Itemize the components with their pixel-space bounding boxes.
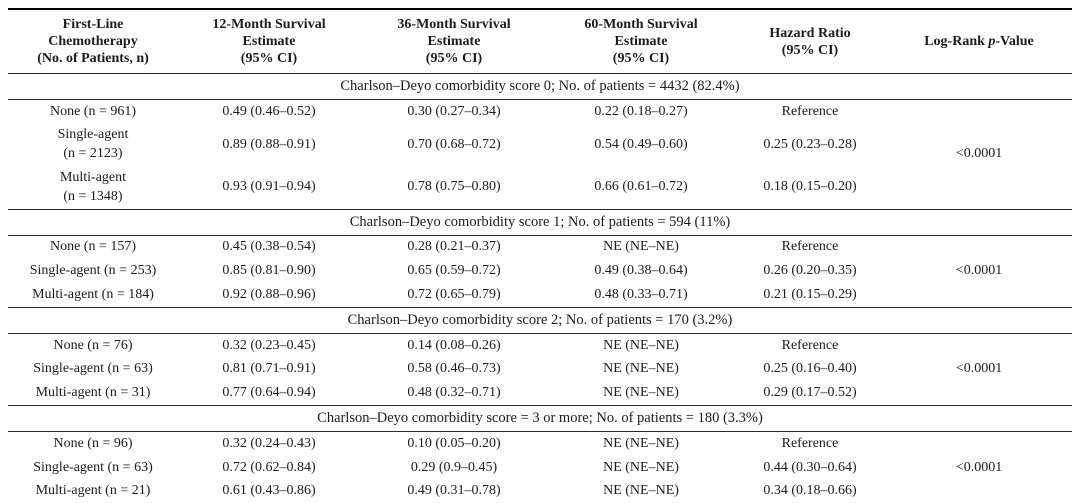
therapy-cell: Single-agent (n = 63) <box>33 459 153 475</box>
survival-36m-cell: 0.70 (0.68–0.72) <box>407 136 501 152</box>
survival-12m-cell: 0.61 (0.43–0.86) <box>222 483 316 499</box>
therapy-cell: Multi-agent (n = 184) <box>32 286 154 302</box>
log-rank-label-p-italic: p <box>988 34 996 50</box>
survival-60m-cell: 0.22 (0.18–0.27) <box>594 103 688 119</box>
survival-36m-cell: 0.65 (0.59–0.72) <box>407 263 501 279</box>
survival-36m-cell: 0.30 (0.27–0.34) <box>407 103 501 119</box>
col-header-36-month-survival: 36-Month Survival Estimate (95% CI) <box>360 9 548 75</box>
hazard-ratio-cell: 0.29 (0.17–0.52) <box>763 385 857 401</box>
survival-36m-cell: 0.72 (0.65–0.79) <box>407 286 501 302</box>
table-row: Single-agent (n = 2123) 0.89 (0.88–0.91)… <box>8 124 1072 167</box>
survival-12m-cell: 0.32 (0.24–0.43) <box>222 435 316 451</box>
survival-60m-cell: 0.49 (0.38–0.64) <box>594 263 688 279</box>
therapy-cell: None (n = 961) <box>49 103 137 119</box>
survival-60m-cell: NE (NE–NE) <box>603 239 679 255</box>
survival-12m-cell: 0.72 (0.62–0.84) <box>222 459 316 475</box>
hazard-ratio-cell: 0.44 (0.30–0.64) <box>763 459 857 475</box>
table-row: None (n = 961) 0.49 (0.46–0.52) 0.30 (0.… <box>8 100 1072 162</box>
section-header-label: Charlson–Deyo comorbidity score 0; No. o… <box>8 73 1072 101</box>
table-row: Single-agent (n = 63) 0.81 (0.71–0.91) 0… <box>8 358 1072 382</box>
therapy-cell: Multi-agent (n = 1348) <box>59 169 127 204</box>
table-row: Single-agent (n = 63) 0.72 (0.62–0.84) 0… <box>8 456 1072 480</box>
survival-12m-cell: 0.92 (0.88–0.96) <box>222 286 316 302</box>
therapy-cell: None (n = 76) <box>53 337 133 353</box>
survival-36m-cell: 0.48 (0.32–0.71) <box>407 385 501 401</box>
survival-60m-cell: 0.66 (0.61–0.72) <box>594 179 688 195</box>
survival-60m-cell: NE (NE–NE) <box>603 483 679 499</box>
survival-12m-cell: 0.77 (0.64–0.94) <box>222 385 316 401</box>
section-header-score-0: Charlson–Deyo comorbidity score 0; No. o… <box>8 73 1072 101</box>
p-value-cell: <0.0001 <box>955 361 1003 377</box>
log-rank-label-suffix: -Value <box>995 34 1034 50</box>
hazard-ratio-cell: 0.25 (0.16–0.40) <box>763 361 857 377</box>
table-row: None (n = 157) 0.45 (0.38–0.54) 0.28 (0.… <box>8 235 1072 278</box>
survival-12m-cell: 0.89 (0.88–0.91) <box>222 136 316 152</box>
table-row: Single-agent (n = 253) 0.85 (0.81–0.90) … <box>8 260 1072 284</box>
section-header-score-3-or-more: Charlson–Deyo comorbidity score = 3 or m… <box>8 405 1072 433</box>
survival-12m-cell: 0.45 (0.38–0.54) <box>222 239 316 255</box>
survival-12m-cell: 0.49 (0.46–0.52) <box>222 103 316 119</box>
survival-36m-cell: 0.14 (0.08–0.26) <box>407 337 501 353</box>
hazard-ratio-cell: Reference <box>781 435 839 451</box>
p-value-cell: <0.0001 <box>955 263 1003 279</box>
log-rank-label-prefix: Log-Rank <box>924 34 989 50</box>
survival-36m-cell: 0.58 (0.46–0.73) <box>407 361 501 377</box>
survival-36m-cell: 0.49 (0.31–0.78) <box>407 483 501 499</box>
col-header-hazard-ratio: Hazard Ratio (95% CI) <box>734 9 886 75</box>
survival-12m-cell: 0.85 (0.81–0.90) <box>222 263 316 279</box>
survival-60m-cell: NE (NE–NE) <box>603 361 679 377</box>
survival-60m-cell: 0.54 (0.49–0.60) <box>594 136 688 152</box>
survival-12m-cell: 0.32 (0.23–0.45) <box>222 337 316 353</box>
table-row: None (n = 76) 0.32 (0.23–0.45) 0.14 (0.0… <box>8 334 1072 377</box>
hazard-ratio-cell: 0.21 (0.15–0.29) <box>763 286 857 302</box>
section-header-label: Charlson–Deyo comorbidity score 1; No. o… <box>8 208 1072 236</box>
hazard-ratio-cell: 0.18 (0.15–0.20) <box>763 179 857 195</box>
survival-36m-cell: 0.29 (0.9–0.45) <box>410 459 498 475</box>
hazard-ratio-cell: Reference <box>781 239 839 255</box>
section-header-label: Charlson–Deyo comorbidity score 2; No. o… <box>8 307 1072 335</box>
therapy-cell: Single-agent (n = 63) <box>33 361 153 377</box>
table-header-row: First-Line Chemotherapy (No. of Patients… <box>8 9 1072 75</box>
col-header-60-month-survival: 60-Month Survival Estimate (95% CI) <box>548 9 734 75</box>
table-row: Multi-agent (n = 21) 0.61 (0.43–0.86) 0.… <box>8 480 1072 503</box>
survival-60m-cell: 0.48 (0.33–0.71) <box>594 286 688 302</box>
therapy-cell: Single-agent (n = 2123) <box>57 127 129 162</box>
survival-36m-cell: 0.28 (0.21–0.37) <box>407 239 501 255</box>
table-row: Multi-agent (n = 31) 0.77 (0.64–0.94) 0.… <box>8 382 1072 406</box>
p-value-cell: <0.0001 <box>955 459 1003 475</box>
therapy-cell: Multi-agent (n = 31) <box>35 385 151 401</box>
survival-table: First-Line Chemotherapy (No. of Patients… <box>8 8 1072 503</box>
section-header-score-2: Charlson–Deyo comorbidity score 2; No. o… <box>8 307 1072 335</box>
survival-60m-cell: NE (NE–NE) <box>603 385 679 401</box>
hazard-ratio-cell: Reference <box>781 337 839 353</box>
survival-12m-cell: 0.81 (0.71–0.91) <box>222 361 316 377</box>
therapy-cell: Multi-agent (n = 21) <box>35 483 151 499</box>
therapy-cell: None (n = 96) <box>53 435 133 451</box>
therapy-cell: Single-agent (n = 253) <box>29 263 157 279</box>
hazard-ratio-cell: 0.26 (0.20–0.35) <box>763 263 857 279</box>
col-header-first-line-chemotherapy: First-Line Chemotherapy (No. of Patients… <box>8 9 178 75</box>
section-header-score-1: Charlson–Deyo comorbidity score 1; No. o… <box>8 208 1072 236</box>
table-row: Multi-agent (n = 184) 0.92 (0.88–0.96) 0… <box>8 283 1072 307</box>
table-row: Multi-agent (n = 1348) 0.93 (0.91–0.94) … <box>8 166 1072 209</box>
p-value-cell: <0.0001 <box>955 146 1003 162</box>
survival-60m-cell: NE (NE–NE) <box>603 337 679 353</box>
col-header-12-month-survival: 12-Month Survival Estimate (95% CI) <box>178 9 360 75</box>
hazard-ratio-cell: 0.34 (0.18–0.66) <box>763 483 857 499</box>
col-header-log-rank-p-value: Log-Rank p-Value <box>886 9 1072 75</box>
hazard-ratio-cell: 0.25 (0.23–0.28) <box>763 136 857 152</box>
survival-60m-cell: NE (NE–NE) <box>603 459 679 475</box>
hazard-ratio-cell: Reference <box>781 103 839 119</box>
therapy-cell: None (n = 157) <box>49 239 137 255</box>
table-row: None (n = 96) 0.32 (0.24–0.43) 0.10 (0.0… <box>8 432 1072 475</box>
survival-60m-cell: NE (NE–NE) <box>603 435 679 451</box>
section-header-label: Charlson–Deyo comorbidity score = 3 or m… <box>8 405 1072 433</box>
survival-36m-cell: 0.78 (0.75–0.80) <box>407 179 501 195</box>
survival-12m-cell: 0.93 (0.91–0.94) <box>222 179 316 195</box>
survival-36m-cell: 0.10 (0.05–0.20) <box>407 435 501 451</box>
